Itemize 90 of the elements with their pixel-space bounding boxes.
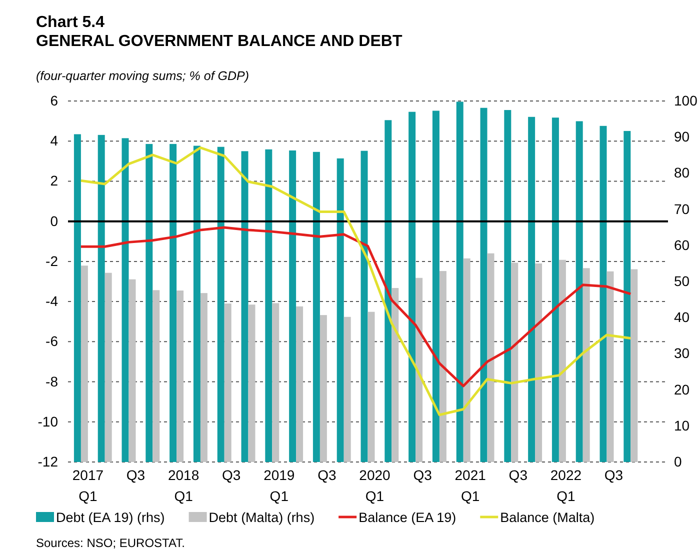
- y2-tick-label: 10: [674, 417, 690, 434]
- bar: [456, 102, 464, 462]
- x-tick-label: 2018 Q1: [168, 467, 200, 504]
- bar: [528, 116, 536, 462]
- y2-tick-label: 60: [674, 236, 690, 253]
- x-tick-label: Q3: [508, 467, 528, 483]
- bar: [146, 144, 153, 462]
- y2-tick-label: 0: [674, 453, 682, 470]
- x-tick-label: 2020 Q1: [359, 467, 391, 504]
- legend-label: Debt (EA 19) (rhs): [56, 510, 165, 525]
- bar: [558, 260, 566, 462]
- x-tick-label: 2019 Q1: [264, 467, 295, 504]
- bar: [193, 146, 200, 462]
- bar: [576, 121, 583, 462]
- y2-tick-label: 70: [674, 200, 690, 217]
- y-tick-label: -6: [46, 333, 58, 350]
- bar: [200, 293, 208, 462]
- bar: [74, 134, 81, 462]
- y-tick-label: -2: [46, 252, 58, 269]
- bar: [312, 152, 320, 462]
- legend-label: Balance (Malta): [500, 510, 595, 525]
- x-tick-label: Q3: [413, 467, 432, 483]
- bar: [98, 134, 105, 462]
- bar: [487, 253, 494, 462]
- x-tick-label: 2017 Q1: [72, 467, 104, 504]
- bar: [176, 290, 184, 462]
- bar: [265, 149, 272, 462]
- x-tick-label: Q3: [126, 467, 146, 483]
- bar: [128, 279, 136, 462]
- bar: [463, 258, 470, 462]
- bar: [170, 144, 177, 462]
- bar: [511, 262, 518, 462]
- bar: [535, 263, 542, 462]
- bar: [384, 120, 392, 462]
- bar: [272, 303, 280, 462]
- bar: [630, 269, 638, 462]
- source-note: Sources: NSO; EUROSTAT.: [36, 536, 185, 550]
- bar: [248, 304, 256, 462]
- y2-tick-label: 40: [674, 309, 690, 326]
- y2-tick-label: 20: [674, 381, 690, 398]
- bar: [241, 151, 248, 462]
- bar: [217, 146, 224, 462]
- x-tick-label: 2022 Q1: [550, 467, 582, 504]
- x-tick-label: Q3: [604, 467, 624, 483]
- bar: [368, 312, 375, 462]
- chart-title: Chart 5.4 GENERAL GOVERNMENT BALANCE AND DEBT: [36, 14, 402, 50]
- bar: [336, 158, 344, 462]
- y2-tick-label: 100: [674, 92, 698, 108]
- bar: [122, 138, 129, 462]
- y2-tick-label: 90: [674, 128, 690, 145]
- bar: [289, 150, 296, 462]
- y2-tick-label: 50: [674, 272, 690, 289]
- bar: [392, 288, 399, 462]
- y-tick-label: 6: [50, 92, 58, 108]
- bar: [606, 271, 614, 462]
- y-tick-label: -12: [38, 453, 58, 470]
- bar: [504, 110, 512, 462]
- y-tick-label: 2: [50, 172, 58, 189]
- y2-tick-label: 30: [674, 345, 690, 362]
- x-tick-label: 2021 Q1: [454, 467, 486, 504]
- bar: [600, 126, 607, 462]
- bar: [344, 316, 351, 462]
- bar: [360, 150, 368, 462]
- bar: [624, 130, 631, 462]
- bar: [480, 108, 488, 462]
- y-tick-label: -10: [38, 413, 58, 430]
- legend-label: Debt (Malta) (rhs): [208, 510, 315, 525]
- y2-tick-label: 80: [674, 164, 690, 181]
- x-tick-label: Q3: [318, 467, 336, 483]
- bar: [296, 306, 304, 462]
- line-series: [80, 146, 632, 416]
- bar: [320, 315, 327, 462]
- y-tick-label: 4: [50, 132, 58, 149]
- bar: [104, 272, 112, 462]
- legend-label: Balance (EA 19): [358, 510, 456, 525]
- bar: [152, 290, 160, 462]
- bar: [80, 266, 88, 462]
- chart-subtitle: (four-quarter moving sums; % of GDP): [36, 69, 250, 83]
- y-tick-label: -8: [46, 373, 58, 390]
- bar: [416, 278, 423, 462]
- bar: [552, 118, 559, 462]
- bar: [432, 110, 440, 462]
- y-tick-label: -4: [46, 293, 58, 310]
- bar: [582, 268, 590, 462]
- y-tick-label: 0: [50, 212, 58, 229]
- bar: [408, 112, 416, 462]
- bar: [224, 304, 232, 462]
- line-series: [80, 226, 632, 388]
- bar: [439, 271, 446, 462]
- x-tick-label: Q3: [222, 467, 241, 483]
